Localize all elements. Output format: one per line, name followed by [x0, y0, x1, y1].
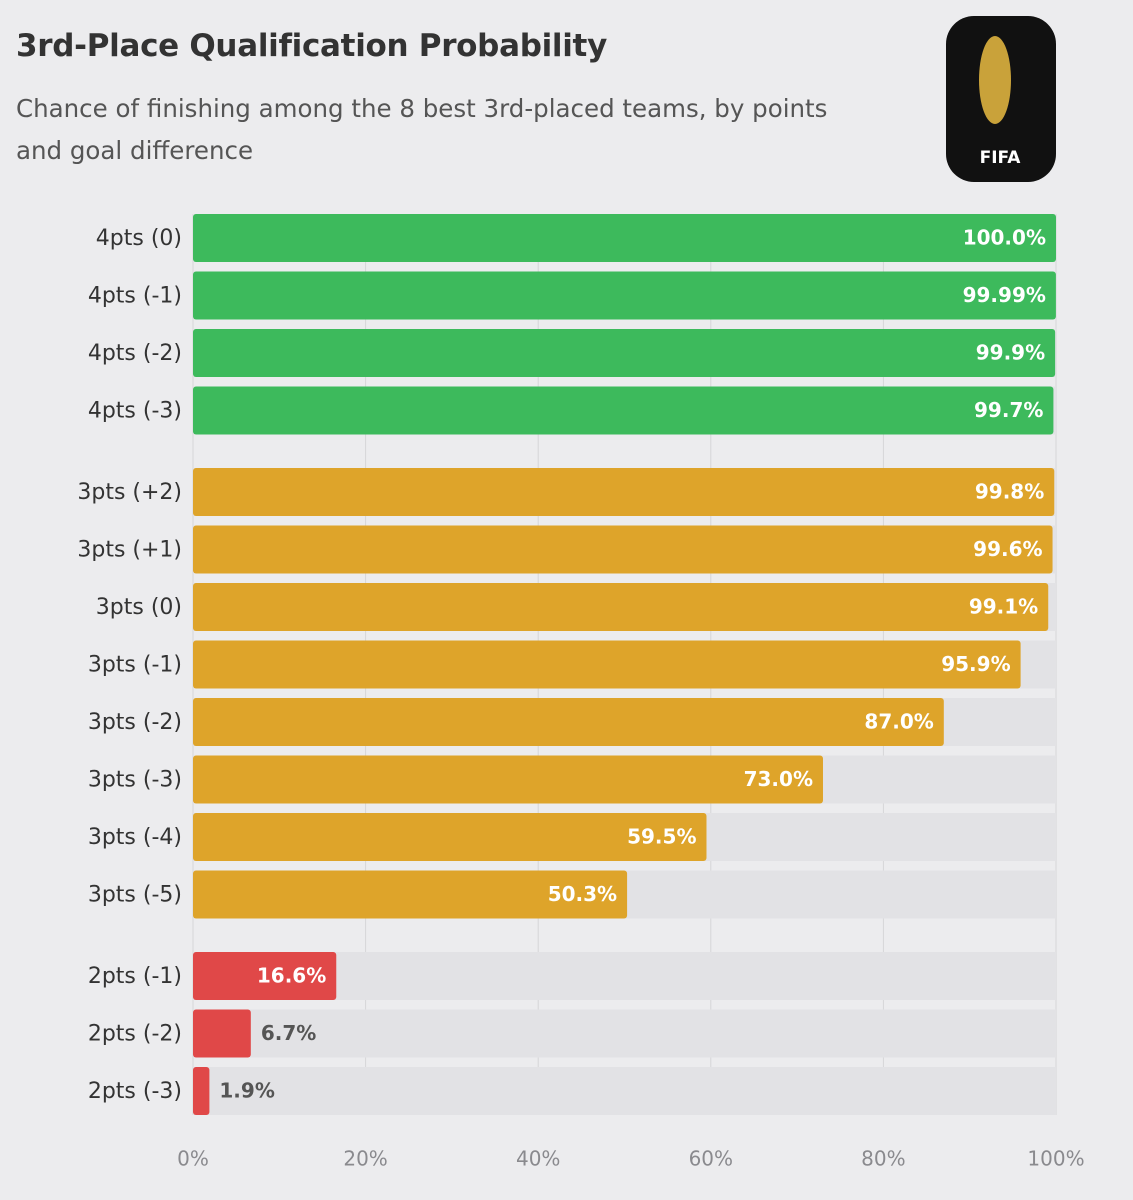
category-label: 3pts (-1) [88, 653, 182, 678]
value-label: 99.99% [963, 283, 1046, 307]
bar [193, 1067, 210, 1115]
value-label: 100.0% [963, 226, 1046, 250]
value-label: 99.9% [976, 341, 1045, 365]
category-label: 3pts (-4) [88, 825, 182, 850]
bar [193, 468, 1055, 516]
bar [193, 640, 1021, 689]
x-tick-label: 60% [689, 1147, 733, 1171]
value-label: 95.9% [941, 652, 1010, 676]
category-label: 4pts (-3) [88, 399, 182, 424]
value-label: 99.7% [974, 398, 1043, 422]
bar [193, 329, 1056, 377]
value-label: 99.1% [969, 595, 1038, 619]
bar [193, 698, 944, 746]
category-label: 3pts (-2) [88, 710, 182, 735]
x-tick-label: 100% [1027, 1147, 1084, 1171]
x-tick-label: 40% [516, 1147, 560, 1171]
category-label: 3pts (-5) [88, 883, 182, 908]
logo-trophy [979, 36, 1011, 124]
bar [193, 271, 1056, 320]
value-label: 99.6% [973, 537, 1042, 561]
category-label: 2pts (-2) [88, 1022, 182, 1047]
bar [193, 525, 1053, 574]
value-label: 87.0% [864, 710, 933, 734]
category-label: 3pts (-3) [88, 768, 182, 793]
bar [193, 214, 1056, 262]
value-label: 16.6% [257, 964, 326, 988]
bar [193, 813, 707, 861]
x-tick-label: 20% [343, 1147, 387, 1171]
bar [193, 386, 1054, 435]
chart-title: 3rd-Place Qualification Probability [16, 28, 607, 64]
value-label: 73.0% [744, 767, 813, 791]
category-label: 3pts (0) [96, 595, 182, 620]
bar-track [193, 952, 1056, 1000]
chart-subtitle: Chance of finishing among the 8 best 3rd… [16, 94, 828, 165]
bar-track [193, 1009, 1056, 1058]
logo-text: FIFA [980, 148, 1022, 168]
bar [193, 952, 337, 1000]
category-label: 4pts (0) [96, 226, 182, 251]
category-label: 2pts (-1) [88, 964, 182, 989]
category-label: 4pts (-1) [88, 284, 182, 309]
logo: FIFA [946, 16, 1056, 182]
bars [193, 214, 1056, 1115]
value-label: 50.3% [548, 882, 617, 906]
category-label: 3pts (+1) [77, 538, 182, 563]
bar [193, 870, 628, 919]
value-label: 99.8% [975, 480, 1044, 504]
value-label: 59.5% [627, 825, 696, 849]
x-tick-label: 0% [177, 1147, 209, 1171]
value-label: 6.7% [261, 1021, 316, 1045]
bar [193, 583, 1049, 631]
category-label: 3pts (+2) [77, 480, 182, 505]
bar [193, 755, 823, 804]
category-label: 2pts (-3) [88, 1079, 182, 1104]
bar [193, 1009, 251, 1058]
value-label: 1.9% [219, 1079, 274, 1103]
x-tick-label: 80% [861, 1147, 905, 1171]
category-label: 4pts (-2) [88, 341, 182, 366]
bar-track [193, 1067, 1056, 1115]
